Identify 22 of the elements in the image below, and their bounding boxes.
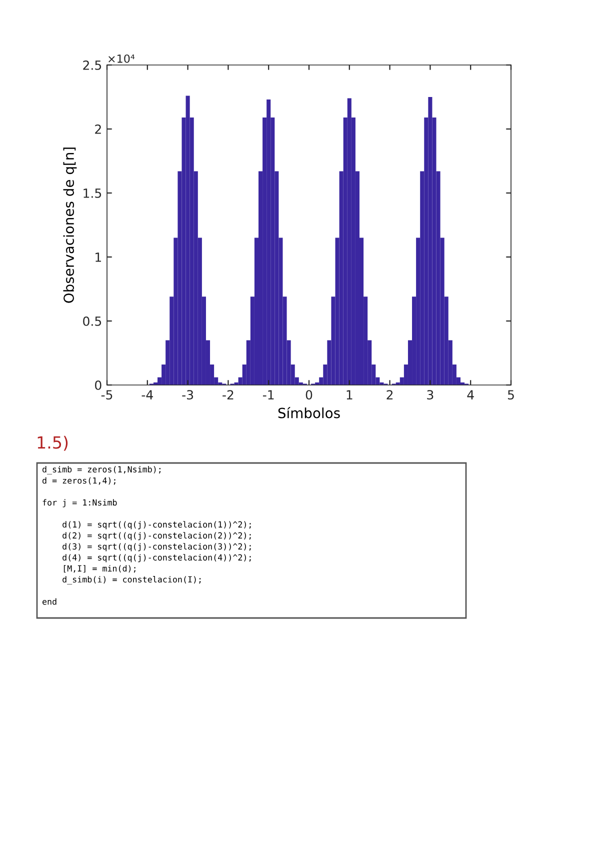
text: 1.5) (38, 436, 68, 451)
x-tick-label: 3 (427, 390, 434, 400)
y-tick-label: 1.5 (84, 188, 102, 198)
x-tick-label: 5 (508, 390, 514, 400)
y-tick-label: 0 (95, 380, 102, 390)
y-tick-label: 2 (95, 124, 101, 134)
x-tick-label: -5 (101, 390, 112, 400)
text: d_simb = zeros(1,Nsimb); d = zeros(1,4); for j = 1:Nsimb d(1) = sqrt((q(j)-constelacion(1))^2); d(2) = sqrt((q(j)-constelacion(2))^2); d(3) = sqrt((q(j)-constelacion(3))^2); d(4) = sqrt((q(j)-constelacion(4))^2); [M,I] = min(d); d_simb(i) = constelacion(I); end (42, 466, 251, 605)
x-tick-label: 1 (346, 390, 352, 400)
x-tick-label: 4 (467, 390, 474, 400)
y-tick-label: 1 (96, 252, 101, 262)
x-tick-label: -2 (222, 390, 234, 400)
y-axis-title: Observaciones de q[n] (63, 148, 77, 303)
y-tick-label: 2.5 (83, 60, 102, 70)
x-tick-label: -1 (262, 390, 274, 400)
x-axis-title: Símbolos (278, 406, 340, 418)
x-tick-label: -4 (142, 390, 153, 400)
text: ×10⁴ (108, 54, 135, 63)
x-tick-label: 2 (386, 390, 393, 400)
x-tick-label: -3 (182, 390, 194, 400)
y-tick-label: 0.5 (83, 316, 102, 326)
x-tick-label: 0 (306, 390, 312, 400)
